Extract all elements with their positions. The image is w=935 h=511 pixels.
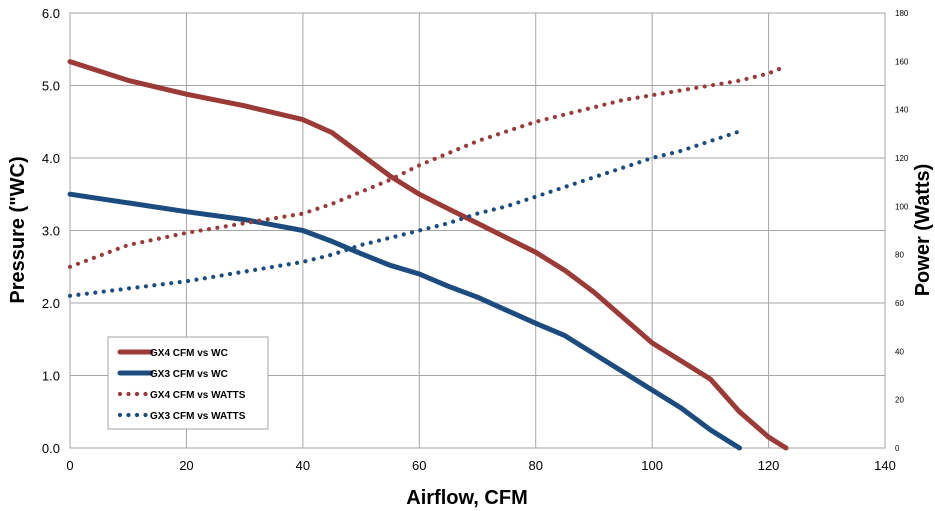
y-tick-label: 6.0 <box>42 6 60 21</box>
legend-label: GX4 CFM vs WC <box>150 348 228 359</box>
x-tick-label: 140 <box>874 458 896 473</box>
series-line-1 <box>67 59 789 451</box>
y-tick-label: 2.0 <box>42 296 60 311</box>
series-line-2 <box>67 191 742 451</box>
legend-label: GX4 CFM vs WATTS <box>150 390 246 401</box>
plot-area-frame <box>69 12 886 449</box>
legend: GX4 CFM vs WC GX3 CFM vs WC GX4 CFM vs WAT… <box>107 336 269 430</box>
y2-tick-label: 20 <box>895 396 904 405</box>
y-tick-label: 1.0 <box>42 369 60 384</box>
grid-lines <box>69 12 886 449</box>
y2-tick-label: 80 <box>895 251 904 260</box>
y-tick-label: 5.0 <box>42 79 60 94</box>
legend-label: GX3 CFM vs WC <box>150 369 228 380</box>
legend-label: GX3 CFM vs WATTS <box>150 411 246 422</box>
x-tick-label: 20 <box>179 458 193 473</box>
x-tick-label: 100 <box>641 458 663 473</box>
legend-items: GX4 CFM vs WC GX3 CFM vs WC GX4 CFM vs WAT… <box>117 348 246 422</box>
y2-tick-label: 100 <box>895 202 909 211</box>
y2-tick-label: 0 <box>895 444 900 453</box>
y2-tick-label: 180 <box>895 9 909 18</box>
tick-labels: 0 20 40 60 80 100 120 140 0.0 1.0 2.0 3.0 4.0 5.0 6.0 0… <box>42 6 909 473</box>
y2-tick-label: 120 <box>895 154 909 163</box>
series-line-4 <box>67 129 742 298</box>
x-tick-label: 120 <box>758 458 780 473</box>
y2-tick-label: 40 <box>895 347 904 356</box>
x-tick-label: 60 <box>412 458 426 473</box>
x-tick-label: 0 <box>66 458 73 473</box>
series-lines <box>67 59 789 451</box>
y2-tick-label: 140 <box>895 106 909 115</box>
series-line-3 <box>67 64 789 269</box>
y2-axis-title: Power (Watts) <box>912 164 934 297</box>
y2-tick-label: 60 <box>895 299 904 308</box>
y-tick-label: 4.0 <box>42 151 60 166</box>
x-tick-label: 80 <box>528 458 542 473</box>
y2-tick-label: 160 <box>895 57 909 66</box>
y-tick-label: 3.0 <box>42 224 60 239</box>
x-tick-label: 40 <box>296 458 310 473</box>
y-axis-title: Pressure ("WC) <box>7 156 29 303</box>
x-axis-title: Airflow, CFM <box>406 487 527 509</box>
y-tick-label: 0.0 <box>42 441 60 456</box>
